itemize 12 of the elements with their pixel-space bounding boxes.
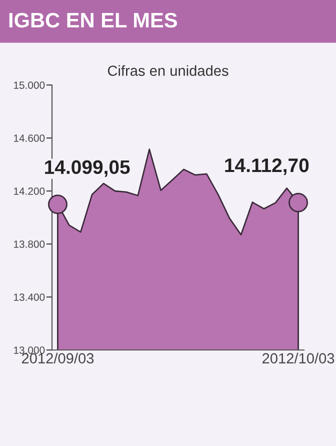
y-tick-label: 13.800 xyxy=(14,240,45,248)
annotation: 14.099,05 xyxy=(45,160,130,177)
annotation: 14.112,70 xyxy=(225,158,309,176)
y-tick-label: 15.000 xyxy=(14,82,45,89)
chart-title: IGBC EN EL MES xyxy=(9,12,177,28)
y-tick-label: 14.600 xyxy=(14,134,45,142)
x-tick-label: 2012/10/03 xyxy=(262,352,334,364)
x-tick-label: 2012/09/03 xyxy=(22,352,94,364)
y-tick-label: 14.200 xyxy=(14,188,45,195)
chart-subtitle: Cifras en unidades xyxy=(108,65,228,76)
y-tick-label: 13.400 xyxy=(14,294,45,301)
y-tick-label: 13.000 xyxy=(14,346,45,354)
